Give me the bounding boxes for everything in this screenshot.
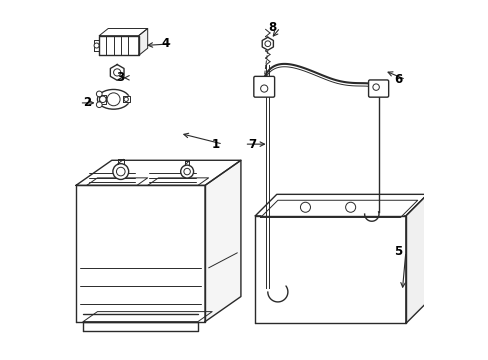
Polygon shape	[262, 37, 273, 50]
FancyBboxPatch shape	[368, 80, 388, 97]
Polygon shape	[99, 95, 106, 104]
Circle shape	[113, 69, 121, 76]
Circle shape	[264, 41, 270, 46]
Circle shape	[116, 167, 125, 176]
Text: 6: 6	[393, 73, 402, 86]
Polygon shape	[139, 28, 147, 55]
Circle shape	[124, 97, 128, 102]
Circle shape	[107, 93, 120, 106]
Circle shape	[260, 85, 267, 92]
Polygon shape	[83, 321, 198, 330]
Circle shape	[113, 164, 128, 180]
Circle shape	[96, 102, 102, 108]
Polygon shape	[405, 194, 427, 323]
Polygon shape	[83, 312, 212, 321]
Circle shape	[180, 165, 193, 178]
Polygon shape	[99, 28, 147, 36]
Circle shape	[100, 96, 106, 103]
Polygon shape	[255, 216, 405, 323]
Polygon shape	[86, 178, 147, 185]
Polygon shape	[76, 185, 204, 321]
Text: 3: 3	[116, 71, 124, 84]
Circle shape	[96, 91, 102, 97]
Circle shape	[183, 168, 190, 175]
Polygon shape	[76, 160, 241, 185]
Polygon shape	[255, 194, 427, 216]
Text: 7: 7	[247, 138, 256, 150]
Polygon shape	[260, 200, 417, 217]
Polygon shape	[204, 160, 241, 321]
Text: 4: 4	[161, 37, 169, 50]
Text: 1: 1	[211, 138, 219, 150]
Polygon shape	[94, 40, 99, 51]
Circle shape	[372, 84, 379, 90]
Polygon shape	[147, 178, 208, 185]
Text: 8: 8	[268, 21, 276, 34]
Text: 5: 5	[393, 245, 402, 258]
Ellipse shape	[97, 89, 129, 109]
FancyBboxPatch shape	[253, 76, 274, 97]
Polygon shape	[122, 96, 129, 102]
Polygon shape	[99, 36, 139, 55]
Circle shape	[345, 202, 355, 212]
Circle shape	[94, 43, 99, 48]
Polygon shape	[110, 64, 124, 80]
Circle shape	[300, 202, 310, 212]
Text: 2: 2	[83, 96, 91, 109]
